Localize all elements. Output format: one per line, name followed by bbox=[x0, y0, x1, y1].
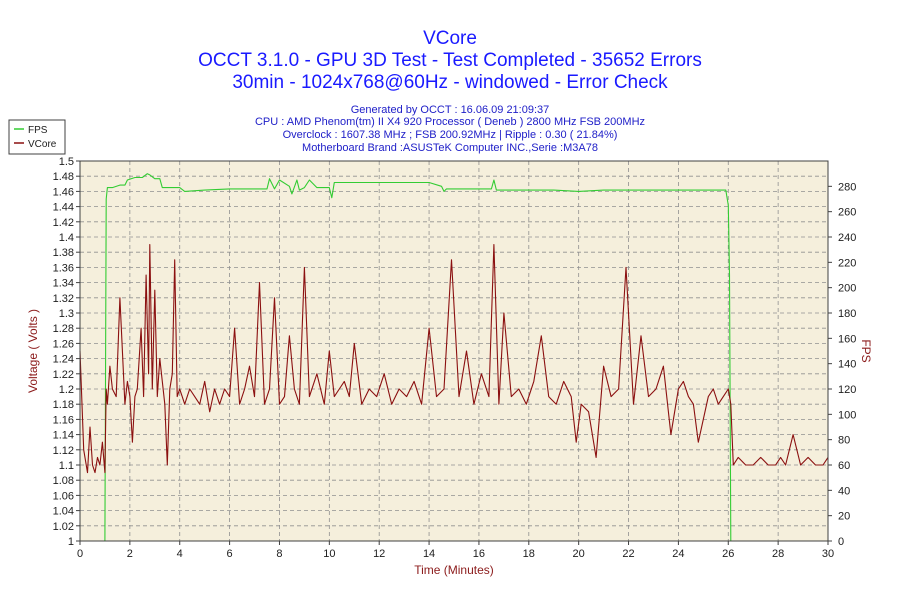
x-tick-label: 8 bbox=[276, 548, 282, 560]
y-tick-label: 1.32 bbox=[53, 293, 74, 305]
y2-tick-label: 180 bbox=[838, 308, 856, 320]
y-tick-label: 1.22 bbox=[53, 369, 74, 381]
x-tick-label: 4 bbox=[177, 548, 183, 560]
y-tick-label: 1.02 bbox=[53, 521, 74, 533]
grid-lines bbox=[80, 161, 828, 541]
legend-box bbox=[8, 119, 66, 155]
x-tick-label: 0 bbox=[77, 548, 83, 560]
series-line-fps bbox=[80, 173, 732, 542]
chart-title: VCore bbox=[423, 28, 477, 49]
y-tick-label: 1.46 bbox=[53, 186, 74, 198]
y-axis-label: Voltage ( Volts ) bbox=[26, 309, 40, 393]
x-tick-label: 12 bbox=[373, 548, 385, 560]
y-tick-label: 1.16 bbox=[53, 414, 74, 426]
x-tick-label: 14 bbox=[423, 548, 435, 560]
y2-tick-label: 280 bbox=[838, 181, 856, 193]
y2-tick-label: 100 bbox=[838, 409, 856, 421]
x-tick-label: 22 bbox=[622, 548, 634, 560]
y2-tick-label: 60 bbox=[838, 460, 850, 472]
x-tick-label: 28 bbox=[772, 548, 784, 560]
y-tick-label: 1.42 bbox=[53, 217, 74, 229]
y2-tick-label: 200 bbox=[838, 283, 856, 295]
axis-ticks: 0 2 4 6 8 10 12 14 16 18 20 22 24 26 28 3011.021.041.06… bbox=[53, 156, 857, 560]
y-tick-label: 1.34 bbox=[53, 278, 74, 290]
y-tick-label: 1.08 bbox=[53, 475, 74, 487]
y2-tick-label: 220 bbox=[838, 257, 856, 269]
plot-area bbox=[80, 161, 828, 541]
x-tick-label: 10 bbox=[323, 548, 335, 560]
y2-axis-label: FPS bbox=[859, 339, 873, 362]
y-tick-label: 1.36 bbox=[53, 262, 74, 274]
y2-tick-label: 80 bbox=[838, 435, 850, 447]
y2-tick-label: 160 bbox=[838, 333, 856, 345]
y-tick-label: 1.48 bbox=[53, 171, 74, 183]
x-tick-label: 16 bbox=[473, 548, 485, 560]
y-tick-label: 1 bbox=[68, 536, 74, 548]
y2-tick-label: 0 bbox=[838, 536, 844, 548]
y-tick-label: 1.06 bbox=[53, 490, 74, 502]
legend-label-vcore: VCore bbox=[28, 139, 57, 150]
y-tick-label: 1.2 bbox=[59, 384, 74, 396]
y-tick-label: 1.38 bbox=[53, 247, 74, 259]
y2-tick-label: 240 bbox=[838, 232, 856, 244]
y-tick-label: 1.12 bbox=[53, 445, 74, 457]
y2-tick-label: 140 bbox=[838, 359, 856, 371]
legend: FPS VCore bbox=[8, 119, 66, 155]
plot-frame bbox=[79, 160, 829, 542]
overclock-info: Overclock : 1607.38 MHz ; FSB 200.92MHz … bbox=[282, 129, 618, 141]
chart-subtitle-settings: 30min - 1024x768@60Hz - windowed - Error… bbox=[232, 72, 668, 93]
y-tick-label: 1.18 bbox=[53, 399, 74, 411]
series-line-vcore bbox=[79, 244, 829, 474]
y-tick-label: 1.14 bbox=[53, 430, 74, 442]
motherboard-info: Motherboard Brand :ASUSTeK Computer INC.… bbox=[302, 142, 598, 154]
x-tick-label: 20 bbox=[573, 548, 585, 560]
x-tick-label: 2 bbox=[127, 548, 133, 560]
y-tick-label: 1.1 bbox=[59, 460, 74, 472]
series-layer bbox=[79, 173, 829, 542]
y2-tick-label: 40 bbox=[838, 485, 850, 497]
cpu-info: CPU : AMD Phenom(tm) II X4 920 Processor… bbox=[254, 116, 646, 128]
y-tick-label: 1.04 bbox=[53, 506, 74, 518]
y-tick-label: 1.5 bbox=[59, 156, 74, 168]
y2-tick-label: 120 bbox=[838, 384, 856, 396]
x-tick-label: 6 bbox=[227, 548, 233, 560]
legend-label-fps: FPS bbox=[28, 125, 48, 136]
x-tick-label: 24 bbox=[672, 548, 684, 560]
generated-info: Generated by OCCT : 16.06.09 21:09:37 bbox=[350, 104, 550, 116]
y-tick-label: 1.28 bbox=[53, 323, 74, 335]
y2-tick-label: 260 bbox=[838, 207, 856, 219]
x-tick-label: 26 bbox=[722, 548, 734, 560]
y-tick-label: 1.24 bbox=[53, 354, 74, 366]
y-tick-label: 1.44 bbox=[53, 202, 74, 214]
x-tick-label: 18 bbox=[523, 548, 535, 560]
y-tick-label: 1.4 bbox=[59, 232, 74, 244]
y-tick-label: 1.26 bbox=[53, 338, 74, 350]
chart-subtitle-test: OCCT 3.1.0 - GPU 3D Test - Test Complete… bbox=[198, 50, 702, 71]
y-tick-label: 1.3 bbox=[59, 308, 74, 320]
x-axis-label: Time (Minutes) bbox=[414, 563, 494, 577]
y2-tick-label: 20 bbox=[838, 511, 850, 523]
x-tick-label: 30 bbox=[822, 548, 834, 560]
